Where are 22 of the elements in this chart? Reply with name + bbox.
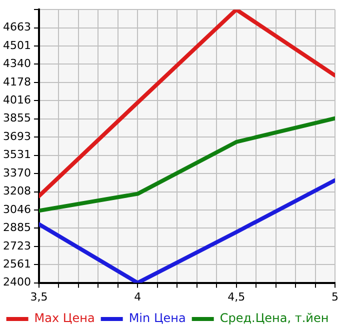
legend-label: Min Цена <box>128 311 186 326</box>
y-tick-label: 4016 <box>2 94 31 107</box>
y-tick-label: 2723 <box>2 239 31 252</box>
y-tick-label: 4663 <box>2 20 31 34</box>
y-tick-label: 4340 <box>2 57 31 70</box>
y-tick-label: 3693 <box>2 130 31 143</box>
x-tick-label: 5 <box>332 290 338 304</box>
x-tick-label: 3,5 <box>30 290 48 304</box>
y-tick-label: 3531 <box>2 148 31 162</box>
y-tick-label: 2885 <box>2 221 31 234</box>
y-tick-label: 3208 <box>2 184 31 198</box>
y-tick-label: 2561 <box>2 258 31 271</box>
y-tick-label: 3046 <box>2 202 31 216</box>
y-tick-label: 3855 <box>2 112 31 125</box>
x-tick-label: 4,5 <box>228 290 246 304</box>
y-tick-label: 4501 <box>2 38 31 52</box>
y-tick-label: 3370 <box>2 166 31 180</box>
y-tick-label: 4178 <box>2 75 31 88</box>
legend-label: Max Цена <box>34 311 95 326</box>
legend-label: Сред.Цена, т.йен <box>220 311 329 326</box>
y-tick-label: 2400 <box>2 276 31 289</box>
x-tick-label: 4 <box>134 290 142 304</box>
